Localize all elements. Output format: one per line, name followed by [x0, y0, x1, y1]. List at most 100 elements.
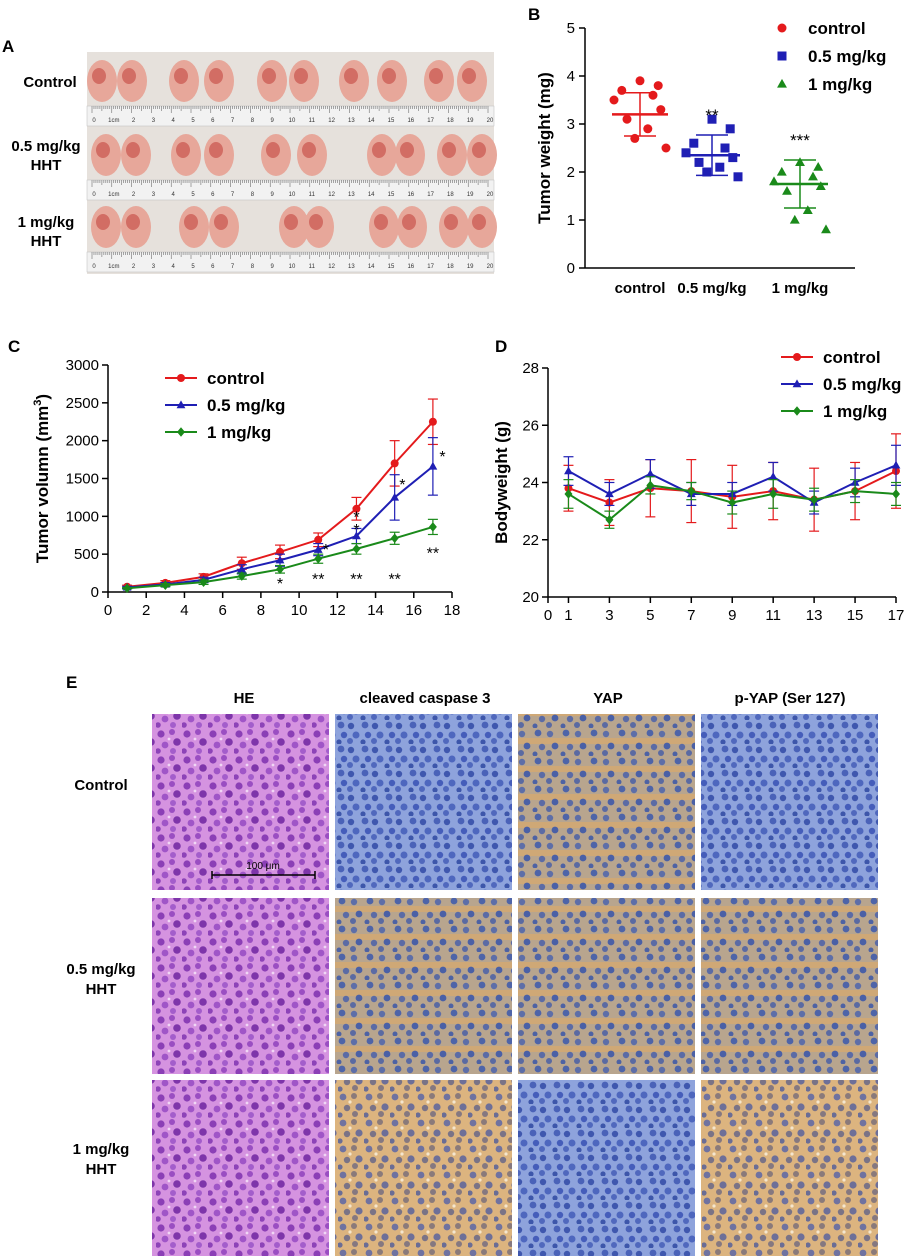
ruler-label: 18	[447, 264, 454, 270]
histology-image	[152, 898, 329, 1074]
panel-letter-c: C	[8, 337, 20, 356]
data-point-1-mg-kg	[813, 162, 824, 171]
ruler-label: 18	[447, 192, 454, 198]
ruler-label: 7	[231, 192, 235, 198]
panel-letter-d: D	[495, 337, 507, 356]
data-point-0-5-mg-kg	[275, 555, 285, 564]
tumor-vessel	[122, 68, 136, 84]
legend-label: 0.5 mg/kg	[207, 396, 285, 415]
ruler-label: 9	[271, 118, 275, 124]
data-point-0-5-mg-kg	[720, 143, 730, 153]
histology-image	[152, 1080, 329, 1256]
tumor-vessel	[96, 214, 110, 230]
ruler-label: 20	[487, 264, 494, 270]
y-tick-label: 1500	[66, 471, 99, 488]
ruler-label: 1cm	[108, 192, 119, 198]
ruler-label: 3	[152, 264, 156, 270]
data-point-1-mg-kg	[646, 480, 655, 491]
data-point-1-mg-kg	[851, 486, 860, 496]
ruler-label: 4	[172, 118, 176, 124]
tumor-vessel	[472, 214, 486, 230]
histology-image	[518, 898, 695, 1074]
ruler-label: 11	[309, 264, 316, 270]
legend-marker	[777, 78, 787, 88]
x-category-label: control	[615, 280, 666, 297]
tumor-vessel	[209, 68, 223, 84]
data-point-0-5-mg-kg	[733, 172, 743, 182]
ruler-label: 13	[348, 118, 355, 124]
ruler-label: 17	[427, 264, 434, 270]
panel-a: A Control 0.5 mg/kg HHT 1 mg/kg HHT 0 1cm…	[2, 37, 497, 274]
histology-image	[701, 714, 878, 890]
y-tick-label: 28	[522, 360, 539, 377]
ruler-label: 11	[309, 118, 316, 124]
ruler-label: 7	[231, 264, 235, 270]
y-tick-label: 3	[567, 116, 575, 133]
e-row-label-1-sub: HHT	[86, 1161, 117, 1178]
data-point-1-mg-kg	[237, 571, 246, 581]
x-tick-label: 3	[605, 607, 613, 624]
ruler-label: 8	[251, 192, 255, 198]
ruler-label: 15	[388, 118, 395, 124]
col-header-caspase: cleaved caspase 3	[360, 690, 491, 707]
data-point-1-mg-kg	[352, 544, 361, 554]
x-tick-label: 8	[257, 602, 265, 619]
ruler	[86, 251, 495, 273]
y-tick-label: 20	[522, 589, 539, 606]
tumor-vessel	[382, 68, 396, 84]
data-point-1-mg-kg	[815, 181, 826, 190]
histology-image	[701, 1080, 878, 1256]
y-tick-label: 500	[74, 546, 99, 563]
ruler-label: 0	[92, 264, 96, 270]
legend-label: control	[207, 369, 265, 388]
x-category-label: 0.5 mg/kg	[677, 280, 746, 297]
tumor-vessel	[262, 68, 276, 84]
ruler-label: 16	[407, 192, 414, 198]
ruler	[86, 179, 495, 201]
col-header-he: HE	[234, 690, 255, 707]
data-point-0-5-mg-kg	[352, 531, 361, 540]
data-point-0-5-mg-kg	[428, 461, 438, 470]
histology-image	[335, 714, 512, 890]
y-tick-label: 1000	[66, 508, 99, 525]
ruler-label: 8	[251, 118, 255, 124]
ruler-label: 15	[388, 264, 395, 270]
histology-grid	[152, 714, 878, 1256]
significance-label: ***	[790, 131, 810, 150]
data-point-1-mg-kg	[314, 553, 323, 564]
data-point-1-mg-kg	[776, 166, 787, 176]
legend-marker	[777, 51, 787, 61]
ruler-label: 0	[92, 192, 96, 198]
data-point-1-mg-kg	[123, 583, 132, 594]
histology-image	[335, 1080, 512, 1256]
y-tick-label: 24	[522, 475, 539, 492]
y-tick-label: 26	[522, 417, 539, 434]
x-tick-label: 11	[765, 607, 781, 624]
data-point-1-mg-kg	[769, 489, 778, 499]
data-point-0-5-mg-kg	[707, 114, 717, 124]
ruler-label: 14	[368, 264, 375, 270]
ruler-label: 6	[211, 192, 215, 198]
significance-label: **	[705, 106, 719, 125]
tumor-vessel	[92, 68, 106, 84]
data-point-control	[656, 105, 666, 115]
ruler-label: 10	[289, 118, 296, 124]
data-point-control	[648, 90, 658, 100]
significance-label: *	[353, 509, 359, 526]
ruler-label: 5	[191, 192, 195, 198]
tumor-vessel	[374, 214, 388, 230]
tumor-vessel	[294, 68, 308, 84]
x-tick-label: 0	[544, 607, 552, 624]
x-tick-label: 2	[142, 602, 150, 619]
x-tick-label: 16	[405, 602, 422, 619]
ruler-label: 12	[328, 264, 335, 270]
ruler-label: 14	[368, 192, 375, 198]
x-category-label: 1 mg/kg	[772, 280, 829, 297]
tumor-vessel	[176, 142, 190, 158]
e-row-label-control: Control	[74, 777, 127, 794]
y-tick-label: 2	[567, 164, 575, 181]
histology-image	[335, 898, 512, 1074]
data-point-0-5-mg-kg	[313, 545, 323, 553]
data-point-1-mg-kg	[892, 489, 900, 499]
